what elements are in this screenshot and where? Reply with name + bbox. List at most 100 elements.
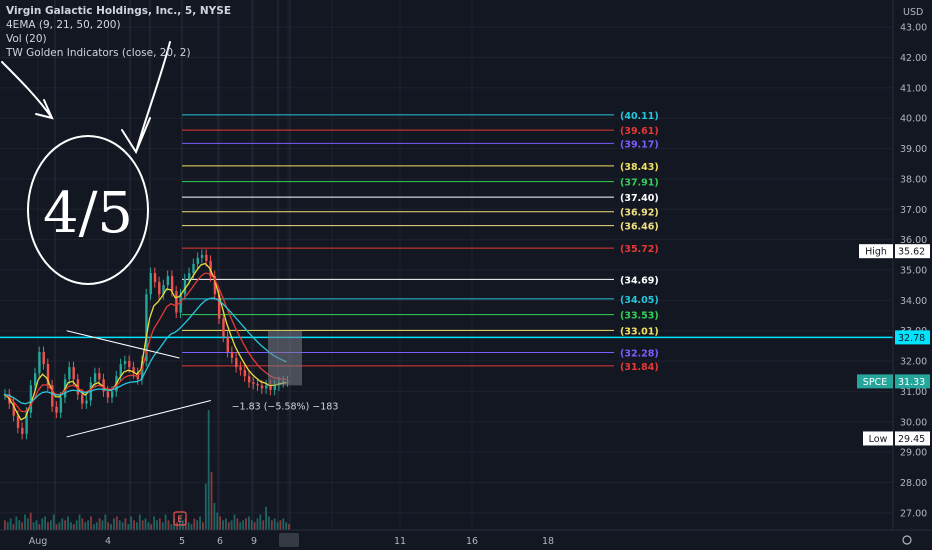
candle xyxy=(213,276,217,295)
trendline-upper xyxy=(66,330,180,359)
volume-bar xyxy=(78,514,81,530)
volume-bar xyxy=(219,516,222,530)
volume-bar xyxy=(72,524,75,530)
time-tick-label: 4 xyxy=(105,536,111,547)
candle xyxy=(98,373,101,380)
candle xyxy=(51,385,54,407)
price-tick-label: 39.00 xyxy=(900,144,927,155)
volume-bar xyxy=(35,520,38,530)
legend-golden-indicators[interactable]: TW Golden Indicators (close, 20, 2) xyxy=(6,47,191,59)
time-tick-label: 9 xyxy=(251,536,257,547)
volume-bar xyxy=(213,502,216,530)
volume-bar xyxy=(32,522,35,530)
candle xyxy=(72,367,75,380)
volume-bar xyxy=(227,522,230,530)
legend: Virgin Galactic Holdings, Inc., 5, NYSE … xyxy=(6,4,231,60)
ema-line xyxy=(3,262,287,421)
volume-bar xyxy=(268,516,270,530)
volume-bar xyxy=(153,516,156,530)
volume-bar xyxy=(124,518,127,530)
candle xyxy=(218,294,221,319)
candle xyxy=(123,361,127,365)
fib-level-label: (33.53) xyxy=(620,311,659,322)
volume-bar xyxy=(29,512,32,530)
candle xyxy=(192,263,195,274)
price-tag-name: SPCE xyxy=(863,377,887,388)
volume-bar xyxy=(190,524,193,530)
volume-bar xyxy=(262,520,265,530)
volume-bar xyxy=(222,520,224,530)
candle xyxy=(81,394,84,404)
fibonacci-levels: (40.11) (39.61) (39.17) (38.43) (37.91) (37.4… xyxy=(182,111,659,373)
volume-bar xyxy=(92,524,95,530)
measure-label: −1.83 (−5.58%) −183 xyxy=(232,401,339,412)
legend-symbol[interactable]: Virgin Galactic Holdings, Inc., 5, NYSE xyxy=(6,5,231,17)
volume-bar xyxy=(70,522,72,530)
volume-bar xyxy=(133,520,135,530)
arrow-right xyxy=(121,41,171,155)
legend-ema[interactable]: 4EMA (9, 21, 50, 200) xyxy=(6,19,121,31)
price-tick-label: 30.00 xyxy=(900,417,927,428)
volume-bar xyxy=(101,520,104,530)
handwriting-annotation: 4/5 xyxy=(1,41,171,285)
volume-bar xyxy=(207,410,210,530)
fib-level-label: (37.91) xyxy=(620,178,659,189)
volume-bar xyxy=(265,506,267,530)
volume-bar xyxy=(136,522,138,530)
candle xyxy=(183,279,187,295)
ema-lines xyxy=(3,262,287,421)
volume-bar xyxy=(236,518,239,530)
volume-bar xyxy=(156,520,158,530)
volume-bar xyxy=(98,518,101,530)
volume-bar xyxy=(52,514,55,530)
gear-icon xyxy=(902,535,912,545)
volume-bar xyxy=(259,514,262,530)
price-tag-name-bg xyxy=(863,431,893,446)
price-tag-value-bg xyxy=(895,244,930,259)
price-tick-label: 31.00 xyxy=(900,387,927,398)
candle xyxy=(235,358,238,368)
earnings-marker-label: E xyxy=(177,515,183,525)
time-tick-label: Aug xyxy=(29,536,48,547)
fib-level-label: (37.40) xyxy=(620,193,659,204)
volume-bar xyxy=(210,471,213,530)
fib-level-label: (35.72) xyxy=(620,244,659,255)
candle xyxy=(175,291,178,313)
volume-bar xyxy=(144,518,147,530)
fib-level-label: (38.43) xyxy=(620,162,659,173)
candle xyxy=(21,427,24,434)
volume-bar xyxy=(107,522,110,530)
price-tag-name-bg xyxy=(859,244,893,259)
legend-volume[interactable]: Vol (20) xyxy=(6,33,47,45)
candle xyxy=(145,294,148,362)
fib-level-label: (39.17) xyxy=(620,139,659,150)
volume-bar xyxy=(250,520,253,530)
volume-bar xyxy=(164,514,167,530)
candle xyxy=(29,385,33,413)
volume-bar xyxy=(193,518,196,530)
price-axis-bg xyxy=(893,0,932,550)
candle xyxy=(269,385,272,390)
price-tick-label: 34.00 xyxy=(900,296,927,307)
price-tag-name: High xyxy=(865,247,887,258)
candle xyxy=(25,412,28,434)
price-tick-label: 38.00 xyxy=(900,174,927,185)
volume-bar xyxy=(199,516,201,530)
price-tick-label: 43.00 xyxy=(900,23,927,34)
volume-bar xyxy=(6,522,9,530)
candle xyxy=(222,318,225,337)
volume-bar xyxy=(224,518,227,530)
grid xyxy=(0,0,893,530)
horizontal-line-tag-label: 32.78 xyxy=(898,333,925,344)
candle xyxy=(149,273,152,295)
candle xyxy=(16,415,20,428)
volume-bar xyxy=(147,522,150,530)
price-tag-value: 31.33 xyxy=(898,377,925,388)
volume-bar xyxy=(90,516,92,530)
volume-bar xyxy=(118,520,121,530)
arrow-left xyxy=(1,61,54,120)
volume-bar xyxy=(187,522,190,530)
volume-bar xyxy=(276,522,279,530)
